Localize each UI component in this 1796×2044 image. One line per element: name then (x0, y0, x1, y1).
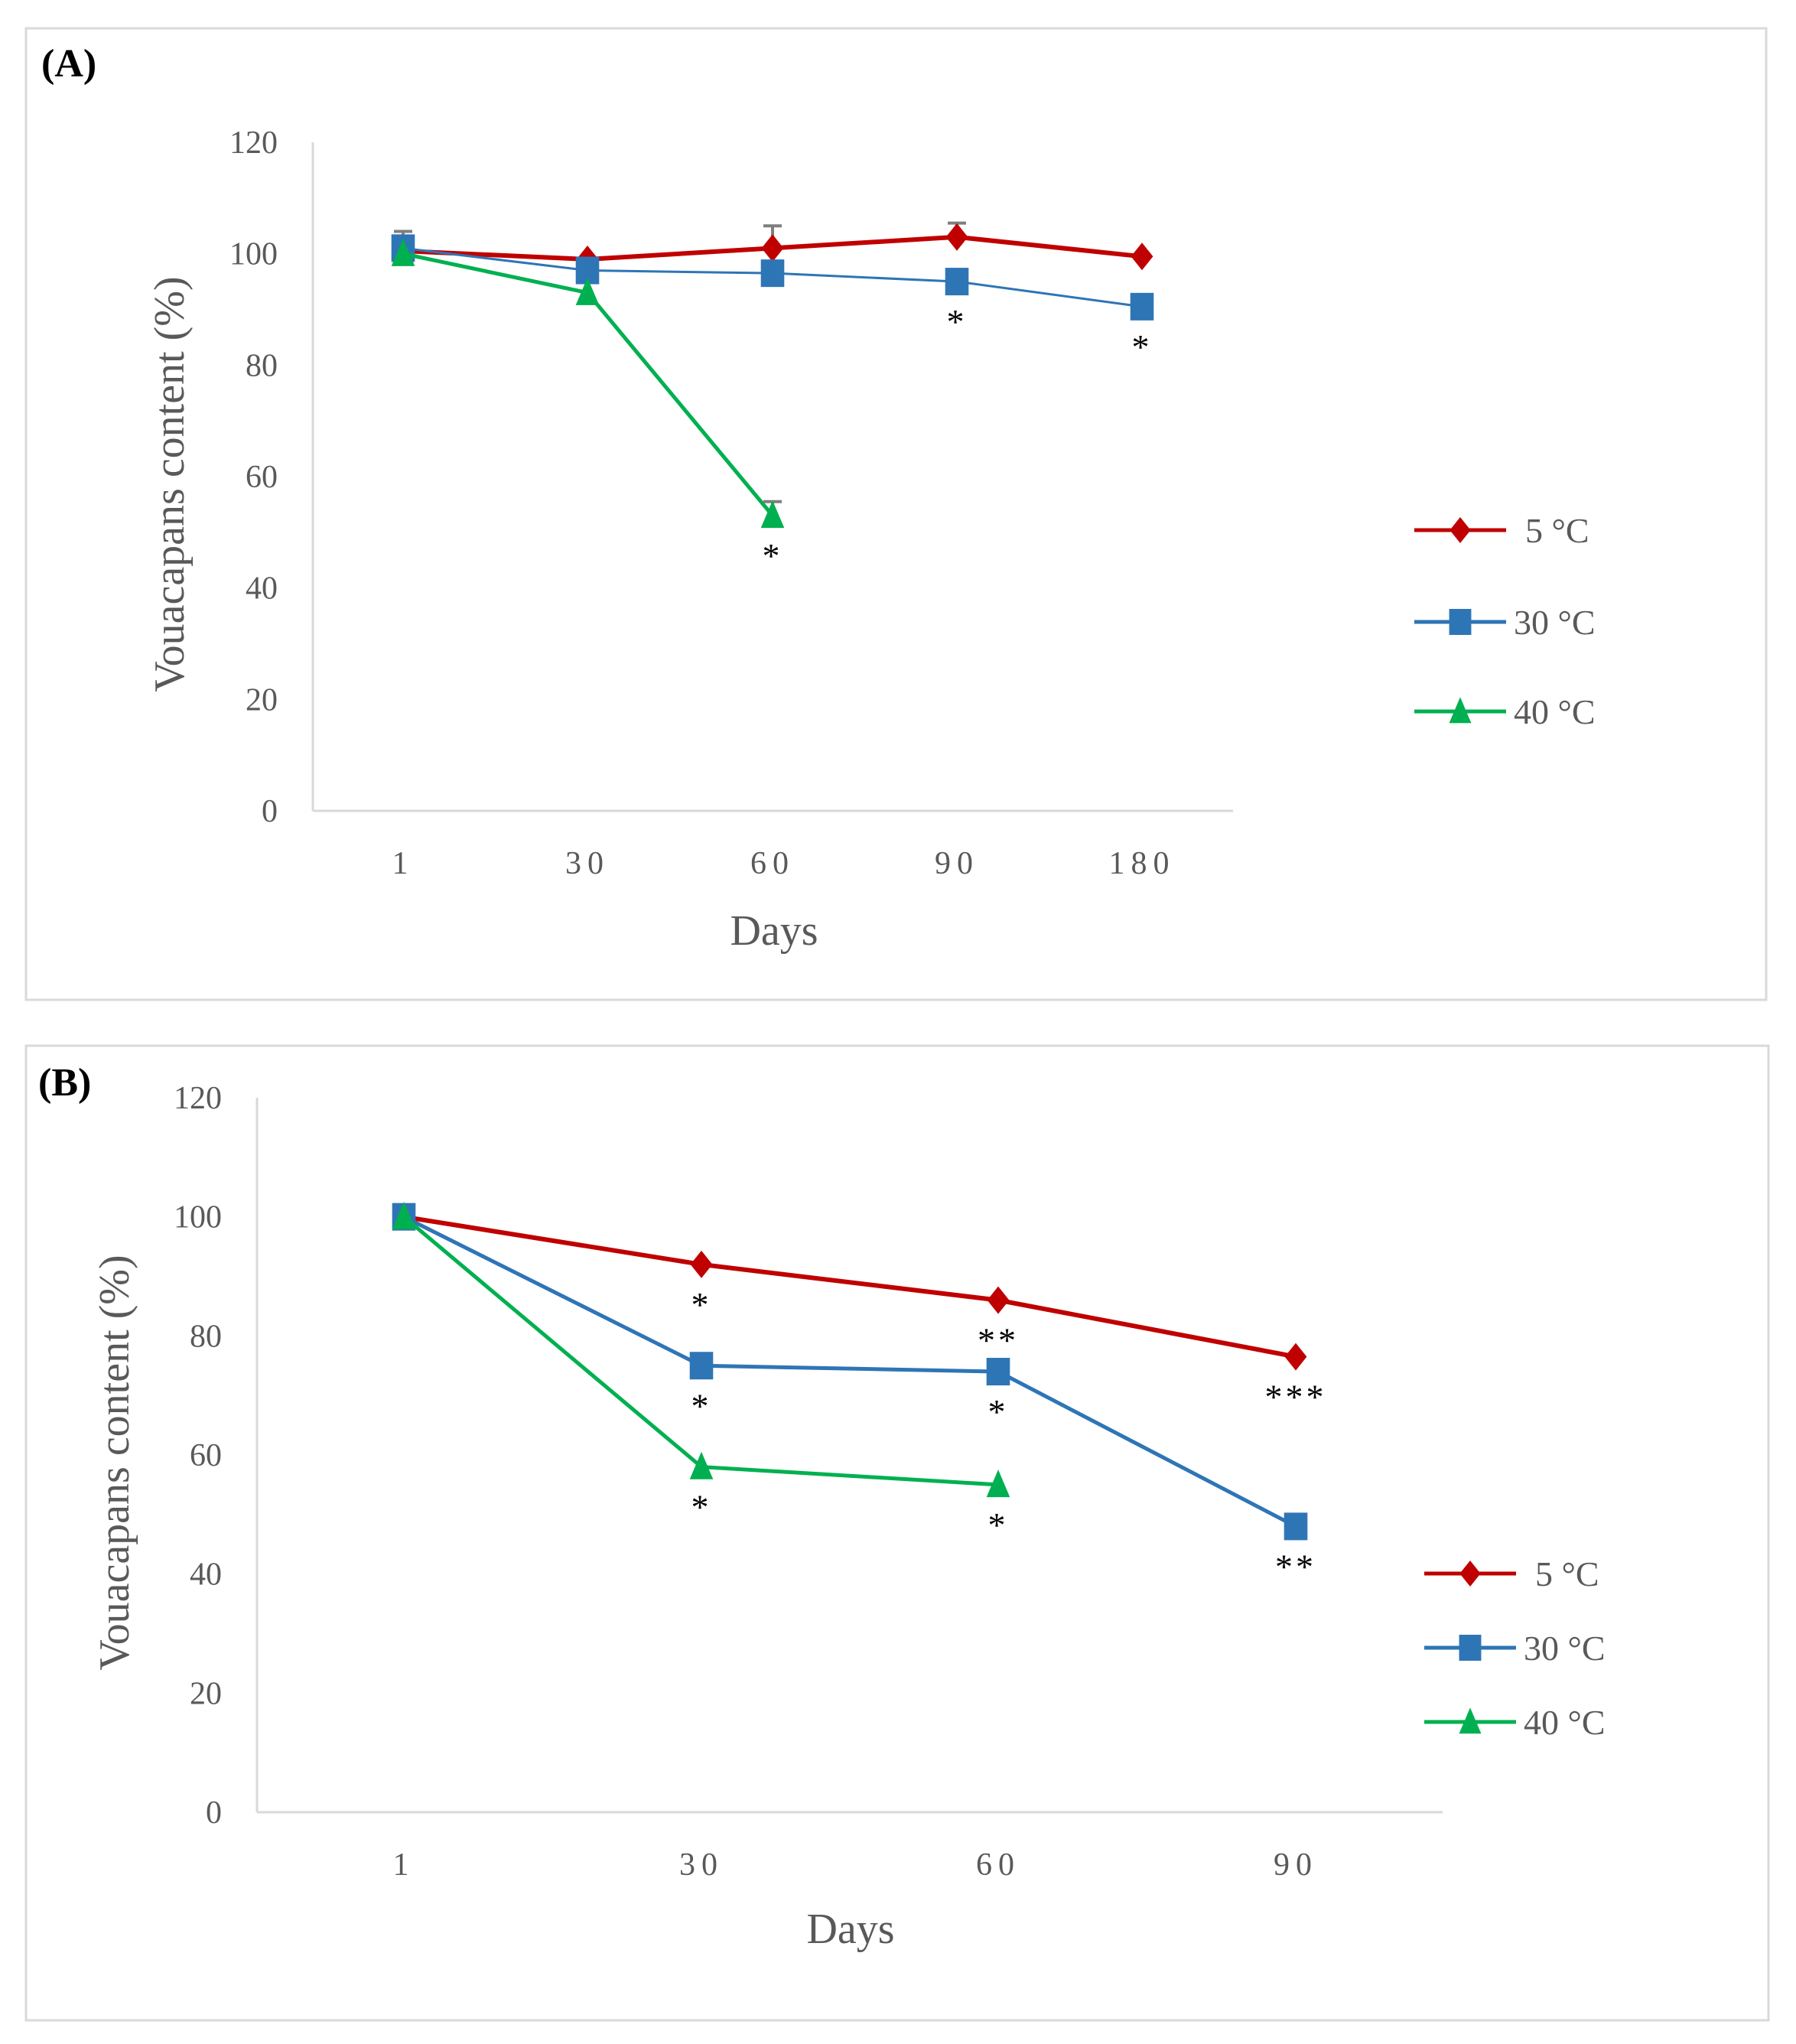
triangle-marker (760, 500, 785, 529)
y-tick-label: 40 (246, 571, 278, 607)
triangle-marker (575, 277, 600, 305)
y-tick-label: 0 (206, 1795, 222, 1831)
y-tick-label: 100 (229, 237, 278, 272)
x-tick-label: 60 (976, 1847, 1020, 1883)
legend-item: 5 °C (1424, 1554, 1599, 1593)
y-tick-label: 100 (174, 1200, 222, 1235)
series-5c (392, 221, 1153, 273)
y-tick-label: 20 (190, 1676, 222, 1711)
square-marker (760, 259, 785, 288)
diamond-marker (1284, 1343, 1307, 1371)
x-axis-title: Days (806, 1906, 894, 1953)
diamond-marker (690, 1250, 713, 1278)
diamond-marker (761, 234, 784, 262)
series-40c: * (391, 238, 785, 575)
square-marker (689, 1352, 714, 1380)
legend-label: 5 °C (1535, 1554, 1599, 1593)
y-tick-label: 80 (190, 1319, 222, 1354)
diamond-marker (1131, 242, 1153, 271)
panel-label: (A) (41, 42, 96, 86)
significance-mark: * (691, 1488, 712, 1527)
triangle-marker (1449, 697, 1472, 724)
y-tick-label: 60 (246, 460, 278, 495)
series-5c: ****** (392, 1203, 1327, 1417)
y-tick-label: 80 (246, 348, 278, 383)
x-tick-label: 1 (393, 1847, 415, 1883)
y-tick-label: 120 (229, 125, 278, 161)
legend-label: 30 °C (1524, 1629, 1606, 1668)
diamond-marker (1459, 1561, 1481, 1587)
legend-label: 40 °C (1524, 1703, 1606, 1742)
series-40c: * * (392, 1201, 1010, 1544)
y-tick-label: 120 (174, 1081, 222, 1116)
significance-mark: * (988, 1392, 1009, 1431)
triangle-marker (986, 1470, 1010, 1498)
y-tick-label: 20 (246, 682, 278, 718)
significance-mark: * (691, 1386, 712, 1425)
x-tick-label: 90 (935, 846, 979, 881)
significance-mark: ** (1275, 1547, 1316, 1586)
legend-item: 5 °C (1414, 511, 1589, 550)
y-axis-title: Vouacapans content (%) (91, 1255, 138, 1670)
legend-label: 40 °C (1514, 692, 1596, 731)
x-tick-label: 1 (392, 846, 415, 881)
diamond-marker (987, 1286, 1010, 1314)
significance-mark: * (988, 1505, 1009, 1544)
y-axis-title: Vouacapans content (%) (146, 276, 194, 692)
y-tick-label: 40 (190, 1557, 222, 1593)
triangle-marker (1459, 1707, 1482, 1734)
series-line (403, 1214, 1297, 1359)
x-tick-label: 60 (750, 846, 795, 881)
significance-mark: * (1132, 327, 1153, 366)
significance-mark: * (763, 536, 783, 575)
chart-panel-b: (B) 0 20 40 60 80 100 120 1 30 60 90 Days Vouacapans … (24, 1044, 1770, 2022)
legend-label: 5 °C (1525, 511, 1589, 550)
square-marker (1284, 1512, 1308, 1541)
y-tick-label: 60 (190, 1438, 222, 1473)
x-tick-label: 30 (679, 1847, 724, 1883)
x-axis-title: Days (730, 907, 818, 955)
x-tick-label: 180 (1109, 846, 1176, 881)
square-marker (1459, 1635, 1482, 1661)
legend-item: 30 °C (1414, 603, 1596, 642)
legend-item: 30 °C (1424, 1629, 1606, 1668)
square-marker (1130, 292, 1154, 321)
series-line (402, 1215, 1297, 1528)
significance-mark: * (691, 1285, 712, 1324)
square-marker (945, 268, 969, 296)
panel-label: (B) (38, 1061, 91, 1105)
legend-item: 40 °C (1424, 1703, 1606, 1742)
square-marker (986, 1358, 1010, 1386)
x-tick-label: 90 (1274, 1847, 1318, 1883)
square-marker (1449, 609, 1472, 635)
chart-panel-a: (A) 0 20 40 60 80 100 120 1 30 60 90 180 Days Vouacapa… (24, 27, 1768, 1001)
triangle-marker (392, 1201, 416, 1229)
x-tick-label: 30 (565, 846, 610, 881)
triangle-marker (689, 1451, 714, 1479)
panel-frame (24, 27, 1768, 1001)
y-tick-label: 0 (262, 794, 278, 829)
significance-mark: *** (1265, 1378, 1327, 1417)
triangle-marker (391, 238, 415, 266)
significance-mark: * (947, 302, 968, 341)
diamond-marker (1449, 517, 1471, 543)
diamond-marker (945, 223, 968, 251)
panel-frame (24, 1044, 1770, 2022)
significance-mark: ** (978, 1321, 1019, 1360)
legend-label: 30 °C (1514, 603, 1596, 642)
legend-item: 40 °C (1414, 692, 1596, 731)
